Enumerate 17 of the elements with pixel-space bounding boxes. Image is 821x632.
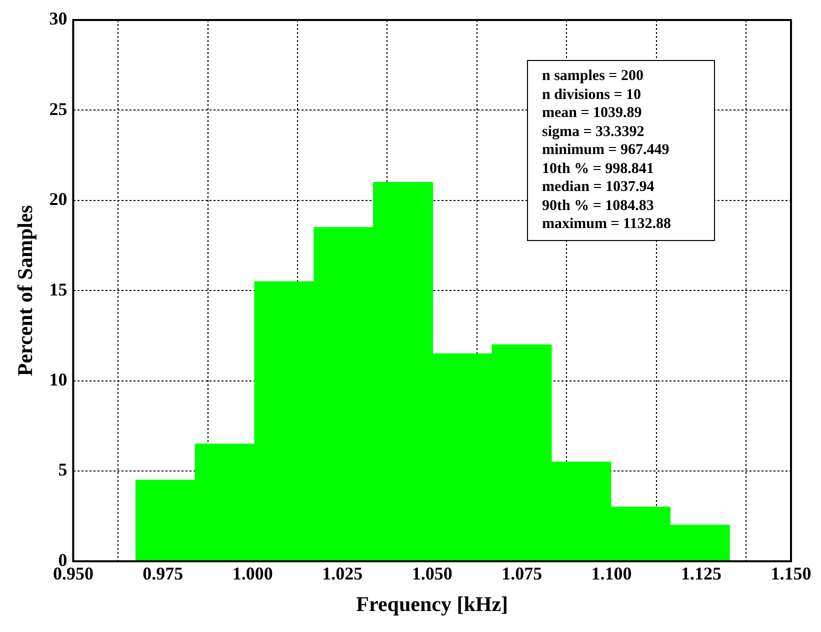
- y-tick-label: 5: [58, 460, 68, 480]
- y-tick-label: 25: [49, 98, 68, 119]
- x-tick-label: 1.150: [770, 564, 812, 584]
- x-tick-label: 1.000: [232, 564, 273, 584]
- x-tick-label: 1.125: [681, 564, 722, 584]
- y-tick-label: 30: [49, 8, 68, 29]
- x-tick-label: 1.050: [412, 564, 452, 584]
- x-tick-label: 1.075: [502, 564, 542, 584]
- text-box: n samples = 200 n divisions = 10 mean = 1039.89 sigma = 33.3392 minimum = 967.449 10th % = 998.841 median = 1037.94 90th % = 1084.83 maximum = 1132.88: [527, 60, 715, 240]
- x-axis-title: Frequency [kHz]: [356, 592, 508, 616]
- y-axis-title: Percent of Samples: [13, 205, 38, 376]
- x-tick-label: 1.025: [322, 564, 363, 584]
- x-tick-label: 0.975: [142, 564, 184, 584]
- x-tick-label: 1.100: [591, 564, 632, 584]
- y-tick-label: 10: [49, 369, 68, 390]
- y-tick-label: 15: [49, 279, 68, 300]
- y-tick-label: 20: [49, 189, 68, 210]
